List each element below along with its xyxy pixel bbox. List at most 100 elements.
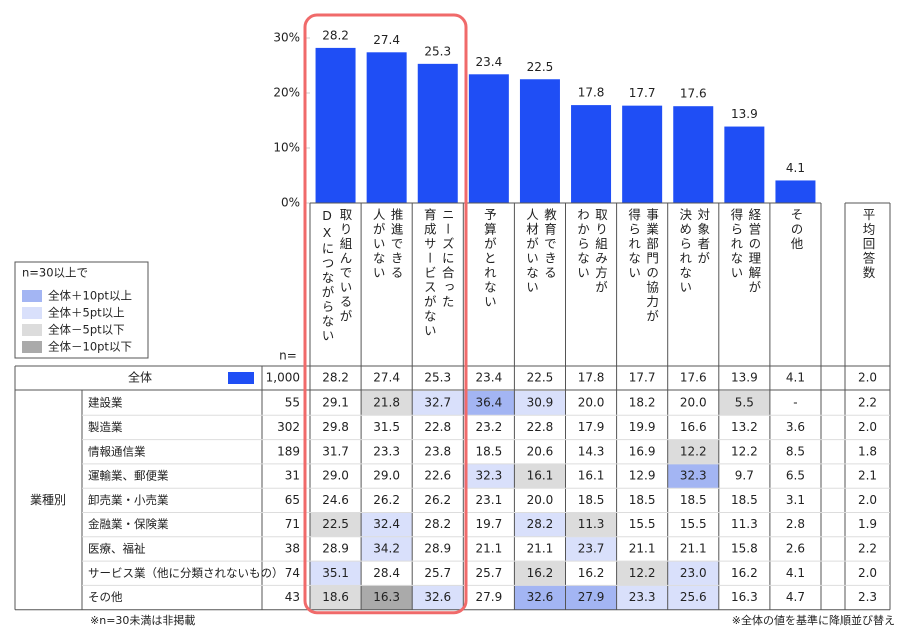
cell: - xyxy=(793,396,797,410)
category-label: 事業部門の協力が 得られない xyxy=(626,208,660,324)
cell: 28.2 xyxy=(527,517,554,531)
value-label: 22.5 xyxy=(527,60,554,74)
cell: 12.2 xyxy=(680,444,707,458)
category-label-wrap: 事業部門の協力が 得られない xyxy=(617,208,668,364)
cell: 32.6 xyxy=(527,590,554,604)
cell: 23.0 xyxy=(680,566,707,580)
cell: 21.1 xyxy=(527,541,554,555)
cell: 27.9 xyxy=(475,590,502,604)
category-label-wrap: 教育できる 人材がいない xyxy=(514,208,565,364)
value-label: 27.4 xyxy=(373,33,400,47)
note: ※n=30未満は非掲載 xyxy=(90,613,195,627)
cell: 2.8 xyxy=(786,517,805,531)
bar xyxy=(775,180,816,203)
cell: 12.9 xyxy=(629,469,656,483)
cell: 17.9 xyxy=(578,420,605,434)
row-label: サービス業（他に分類されないもの） xyxy=(88,566,284,580)
cell: 20.0 xyxy=(680,396,707,410)
cell: 22.8 xyxy=(527,420,554,434)
cell-fill xyxy=(565,512,617,537)
category-label-box: ニーズに合った 育成サービスがない xyxy=(412,208,463,364)
cell-fill xyxy=(667,439,719,464)
avg-header: 平均回答数 xyxy=(860,208,876,281)
cell: 29.0 xyxy=(322,469,349,483)
cell: 28.9 xyxy=(322,541,349,555)
cell: 9.7 xyxy=(735,469,754,483)
total-n: 1,000 xyxy=(266,371,300,385)
cell: 21.1 xyxy=(629,541,656,555)
bar xyxy=(468,74,509,203)
cell: 6.5 xyxy=(786,469,805,483)
cell-fill xyxy=(361,536,413,562)
cell-fill xyxy=(667,463,719,489)
row-avg: 2.0 xyxy=(858,420,877,434)
value-label: 17.6 xyxy=(680,87,707,101)
row-label: 製造業 xyxy=(88,420,123,434)
cell-fill xyxy=(514,512,566,537)
cell: 32.4 xyxy=(373,517,400,531)
y-tick-label: 30% xyxy=(273,31,300,45)
category-label-box: 経営の理解が 得られない xyxy=(728,208,762,295)
cell: 18.6 xyxy=(322,590,349,604)
total-avg: 2.0 xyxy=(858,371,877,385)
cell: 26.2 xyxy=(424,493,451,507)
cell: 32.3 xyxy=(680,469,707,483)
row-n: 74 xyxy=(285,566,300,580)
cell: 29.0 xyxy=(373,469,400,483)
total-cell: 13.9 xyxy=(731,371,758,385)
cell: 18.2 xyxy=(629,396,656,410)
cell-fill xyxy=(463,463,515,489)
cell-fill xyxy=(412,391,464,416)
row-label: 建設業 xyxy=(88,396,123,410)
row-label: 情報通信業 xyxy=(88,444,146,458)
cell: 16.3 xyxy=(373,590,400,604)
bar xyxy=(622,105,663,203)
row-n: 31 xyxy=(285,469,300,483)
value-label: 28.2 xyxy=(322,28,349,42)
legend-swatch xyxy=(22,324,42,336)
cell: 21.1 xyxy=(680,541,707,555)
cell: 23.3 xyxy=(629,590,656,604)
legend-swatch xyxy=(22,290,42,302)
category-label-box: その他 xyxy=(770,208,821,364)
cell: 24.6 xyxy=(322,493,349,507)
cell: 11.3 xyxy=(731,517,758,531)
value-label: 4.1 xyxy=(786,161,805,175)
cell-fill xyxy=(565,585,617,610)
cell: 12.2 xyxy=(731,444,758,458)
total-cell: 22.5 xyxy=(527,371,554,385)
cell: 29.1 xyxy=(322,396,349,410)
avg-header-box: 平均回答数 xyxy=(860,208,876,281)
cell: 23.7 xyxy=(578,541,605,555)
y-tick-label: 10% xyxy=(273,141,300,155)
row-avg: 2.3 xyxy=(858,590,877,604)
cell: 21.1 xyxy=(475,541,502,555)
cell: 16.9 xyxy=(629,444,656,458)
category-label: 経営の理解が 得られない xyxy=(728,208,762,295)
cell: 22.5 xyxy=(322,517,349,531)
cell: 23.3 xyxy=(373,444,400,458)
legend-label: 全体＋5pt以上 xyxy=(48,306,125,320)
cell: 8.5 xyxy=(786,444,805,458)
cell: 18.5 xyxy=(578,493,605,507)
category-label-wrap: ニーズに合った 育成サービスがない xyxy=(412,208,463,364)
cell: 32.3 xyxy=(475,469,502,483)
value-label: 13.9 xyxy=(731,107,758,121)
cell: 23.2 xyxy=(475,420,502,434)
cell: 4.7 xyxy=(786,590,805,604)
row-avg: 2.1 xyxy=(858,469,877,483)
category-label-wrap: 推進できる 人がいない xyxy=(361,208,412,364)
category-label-box: 推進できる 人がいない xyxy=(361,208,412,364)
legend-swatch xyxy=(22,307,42,319)
category-label-wrap: その他 xyxy=(770,208,821,364)
category-label: 取り組み方が わからない xyxy=(575,208,609,295)
cell: 16.1 xyxy=(527,469,554,483)
cell-fill xyxy=(514,463,566,489)
legend-swatch xyxy=(22,341,42,353)
total-cell: 25.3 xyxy=(424,371,451,385)
legend-label: 全体－10pt以下 xyxy=(48,340,132,354)
cell-fill xyxy=(361,512,413,537)
category-label-wrap: 対象者が 決められない xyxy=(668,208,719,364)
bar xyxy=(315,47,356,204)
bar xyxy=(366,52,407,203)
